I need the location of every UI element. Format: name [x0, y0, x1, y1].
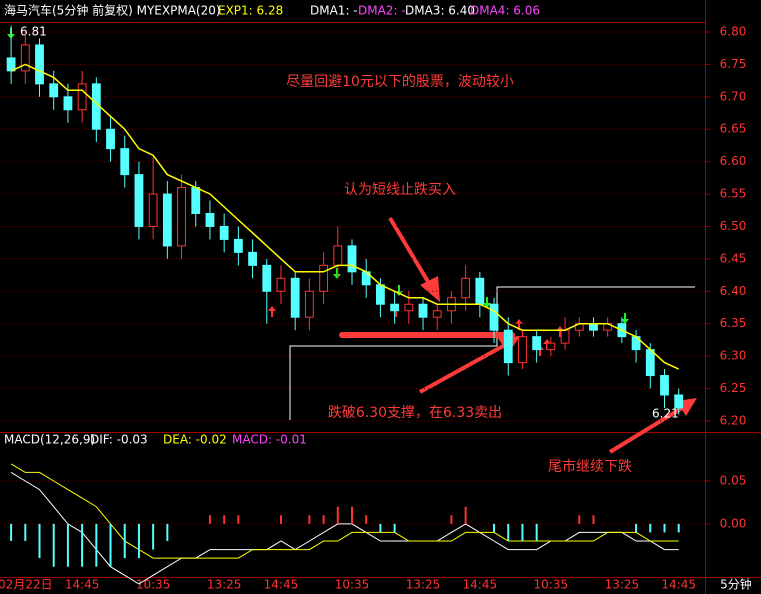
- y-tick-label: 6.35: [720, 316, 747, 330]
- candle-body: [589, 323, 598, 331]
- legend-entry: DMA4: 6.06: [470, 4, 540, 18]
- x-tick-label: 14:45: [463, 578, 498, 592]
- x-tick-label: 13:25: [406, 578, 441, 592]
- low-label: 6.21: [652, 407, 679, 421]
- candle-body: [205, 212, 215, 227]
- x-tick-label: 10:35: [335, 578, 370, 592]
- candle-body: [546, 342, 556, 351]
- macd-title: MACD(12,26,9): [4, 433, 95, 447]
- y-tick-label: 0.05: [720, 474, 747, 488]
- y-tick-label: 6.65: [720, 122, 747, 136]
- legend-entry: DMA2: -: [358, 4, 406, 18]
- y-tick-label: 6.20: [720, 413, 747, 427]
- candle-body: [290, 277, 300, 318]
- candle-body: [645, 349, 655, 377]
- x-tick-label: 14:45: [661, 578, 696, 592]
- candle-body: [560, 329, 570, 344]
- legend-entry: DMA3: 6.40: [405, 4, 475, 18]
- macd-line: [10, 471, 679, 585]
- candle-body: [489, 303, 499, 331]
- y-tick-label: 6.80: [720, 24, 747, 38]
- legend-entry: DEA: -0.02: [163, 433, 227, 447]
- candle-body: [106, 128, 115, 150]
- y-tick-label: 6.25: [720, 381, 747, 395]
- annotation: 跌破6.30支撑，在6.33卖出: [328, 405, 502, 421]
- y-tick-label: 6.45: [720, 251, 747, 265]
- candle-body: [219, 225, 229, 240]
- candle-body: [191, 187, 201, 214]
- candle-body: [148, 193, 158, 227]
- candle-body: [35, 44, 44, 85]
- x-tick-label: 13:25: [207, 578, 242, 592]
- candle-body: [418, 303, 428, 318]
- candle-body: [390, 303, 400, 312]
- candle-body: [674, 394, 684, 409]
- annotation: 尽量回避10元以下的股票，波动较小: [286, 74, 514, 90]
- candle-body: [233, 238, 243, 253]
- x-tick-label: 10:35: [136, 578, 171, 592]
- candle-body: [134, 174, 144, 227]
- legend-entry: DIF: -0.03: [90, 433, 148, 447]
- y-tick-label: 6.30: [720, 349, 747, 363]
- x-tick-label: 14:45: [264, 578, 299, 592]
- legend-entry: EXP1: 6.28: [218, 4, 283, 18]
- candle-body: [162, 193, 172, 247]
- candle-body: [120, 148, 130, 176]
- annotation: 尾市继续下跌: [548, 458, 632, 475]
- period-label: 5分钟: [720, 577, 752, 592]
- candle-body: [304, 290, 314, 318]
- x-tick-label: 13:25: [605, 578, 640, 592]
- y-tick-label: 6.70: [720, 89, 747, 103]
- candle-body: [319, 264, 328, 292]
- candle-body: [77, 83, 87, 111]
- candle-body: [503, 329, 513, 364]
- candle-body: [262, 264, 272, 292]
- candle-body: [432, 310, 442, 318]
- y-tick-label: 0.00: [720, 516, 747, 530]
- y-tick-label: 6.50: [720, 219, 747, 233]
- candle-body: [49, 83, 59, 98]
- y-tick-label: 6.40: [720, 284, 747, 298]
- signal-arrows: [7, 28, 629, 356]
- high-label: 6.81: [20, 25, 47, 39]
- dma-step-line: [289, 286, 695, 420]
- x-tick-label: 02月22日: [0, 578, 53, 592]
- y-tick-label: 6.75: [720, 57, 747, 71]
- candle-body: [20, 44, 30, 72]
- x-tick-label: 10:35: [534, 578, 569, 592]
- legend-entry: DMA1: -: [310, 4, 358, 18]
- candle-body: [347, 245, 357, 273]
- candle-body: [376, 284, 385, 305]
- candle-body: [404, 303, 414, 312]
- candle-body: [475, 277, 485, 305]
- candle-body: [333, 245, 343, 266]
- annotation: 认为短线止跌买入: [344, 182, 456, 198]
- expma-line: [10, 63, 680, 370]
- candle-body: [177, 187, 186, 247]
- candle-body: [660, 375, 669, 396]
- candle-body: [532, 336, 542, 351]
- chart-title: 海马汽车(5分钟 前复权) MYEXPMA(20): [4, 3, 221, 18]
- candle-body: [63, 96, 73, 111]
- candle-body: [248, 251, 257, 266]
- y-tick-label: 6.60: [720, 154, 747, 168]
- legend-entry: MACD: -0.01: [232, 433, 307, 447]
- y-tick-label: 6.55: [720, 187, 747, 201]
- x-tick-label: 14:45: [65, 578, 100, 592]
- candle-body: [461, 277, 471, 299]
- candle-body: [276, 277, 286, 292]
- candle-body: [518, 336, 527, 364]
- macd-line: [10, 463, 679, 559]
